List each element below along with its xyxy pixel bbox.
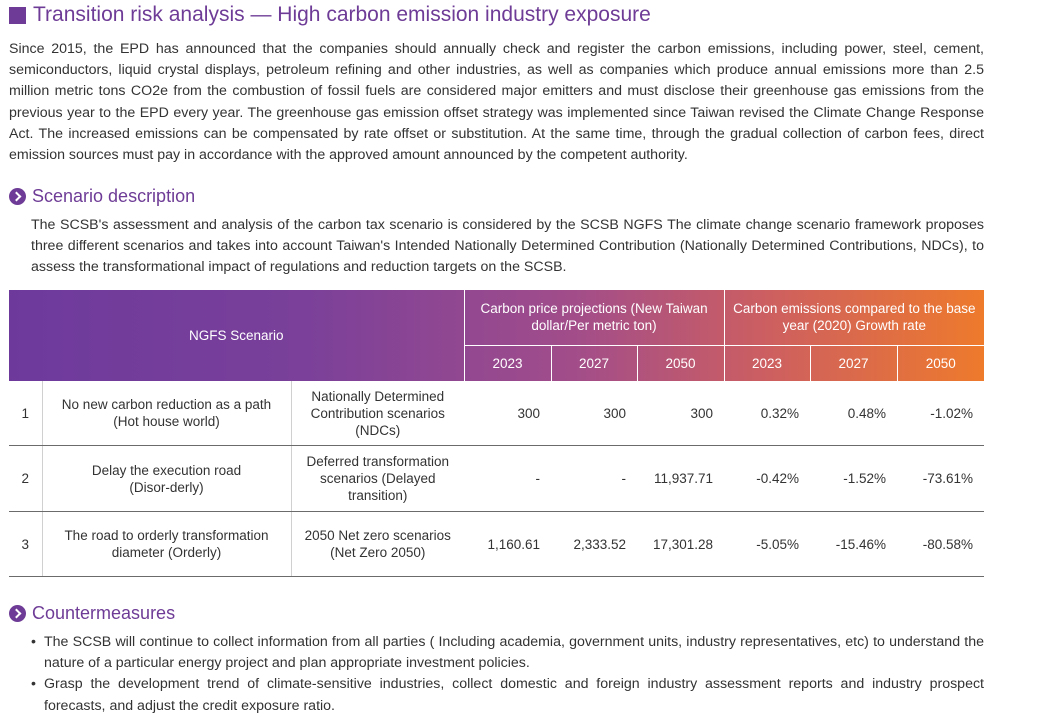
header-ngfs-scenario: NGFS Scenario [188, 328, 284, 343]
growth-2050: -73.61% [897, 445, 985, 512]
list-item: • Grasp the development trend of climate… [31, 674, 984, 716]
chevron-circle-icon [9, 187, 26, 205]
header-carbon-emission-growth: Carbon emissions compared to the base ye… [723, 290, 985, 345]
scenario-heading: Scenario description [9, 184, 195, 208]
header-year-growth-2050: 2050 [896, 344, 985, 381]
growth-2023: -5.05% [724, 511, 811, 577]
scenario-table: NGFS Scenario Carbon price projections (… [9, 290, 985, 577]
scenario-heading-text: Scenario description [32, 185, 196, 206]
page-title: Transition risk analysis — High carbon e… [9, 2, 651, 28]
list-item-text: The SCSB will continue to collect inform… [44, 634, 984, 672]
chevron-circle-icon [9, 604, 26, 622]
intro-paragraph: Since 2015, the EPD has announced that t… [9, 41, 984, 164]
countermeasures-list: • The SCSB will continue to collect info… [31, 632, 984, 717]
square-bullet-icon [9, 6, 26, 24]
countermeasures-heading: Countermeasures [9, 601, 175, 625]
growth-2027: -15.46% [810, 511, 898, 577]
row-scenario-name: Nationally Determined Contribution scena… [291, 381, 465, 446]
row-index: 2 [9, 445, 43, 512]
page-title-text: Transition risk analysis — High carbon e… [33, 3, 651, 26]
table-row: 2 Delay the execution road (Disor-derly)… [9, 445, 985, 512]
growth-2023: 0.32% [724, 381, 811, 446]
growth-2050: -80.58% [897, 511, 985, 577]
row-index: 1 [9, 381, 43, 446]
price-2027: 300 [551, 381, 638, 446]
list-item-text: Grasp the development trend of climate-s… [44, 676, 984, 714]
growth-2050: -1.02% [897, 381, 985, 446]
price-2023: 1,160.61 [464, 511, 552, 577]
price-2023: 300 [464, 381, 552, 446]
row-scenario-name: Deferred transformation scenarios (Delay… [291, 445, 465, 512]
row-path-name: No new carbon reduction as a path (Hot h… [42, 381, 292, 446]
header-carbon-price: Carbon price projections (New Taiwan dol… [463, 290, 725, 345]
header-year-growth-2027: 2027 [809, 344, 898, 381]
row-path-name: Delay the execution road (Disor-derly) [42, 445, 292, 512]
price-2050: 300 [637, 381, 725, 446]
header-year-price-2050: 2050 [636, 344, 725, 381]
list-item: • The SCSB will continue to collect info… [31, 632, 984, 674]
growth-2023: -0.42% [724, 445, 811, 512]
scenario-paragraph: The SCSB's assessment and analysis of th… [31, 217, 984, 276]
row-path-name: The road to orderly transformation diame… [42, 511, 292, 577]
countermeasures-heading-text: Countermeasures [32, 602, 176, 623]
table-row: 1 No new carbon reduction as a path (Hot… [9, 381, 985, 446]
bullet-icon: • [31, 634, 36, 650]
header-year-price-2027: 2027 [550, 344, 638, 381]
row-index: 3 [9, 511, 43, 577]
price-2027: 2,333.52 [551, 511, 638, 577]
row-scenario-name: 2050 Net zero scenarios (Net Zero 2050) [291, 511, 465, 577]
growth-2027: -1.52% [810, 445, 898, 512]
price-2050: 17,301.28 [637, 511, 725, 577]
price-2050: 11,937.71 [637, 445, 725, 512]
bullet-icon: • [31, 676, 36, 693]
header-year-price-2023: 2023 [463, 344, 552, 381]
header-year-growth-2023: 2023 [723, 344, 811, 381]
price-2027: - [551, 445, 638, 512]
growth-2027: 0.48% [810, 381, 898, 446]
price-2023: - [464, 445, 552, 512]
table-row: 3 The road to orderly transformation dia… [9, 511, 985, 577]
